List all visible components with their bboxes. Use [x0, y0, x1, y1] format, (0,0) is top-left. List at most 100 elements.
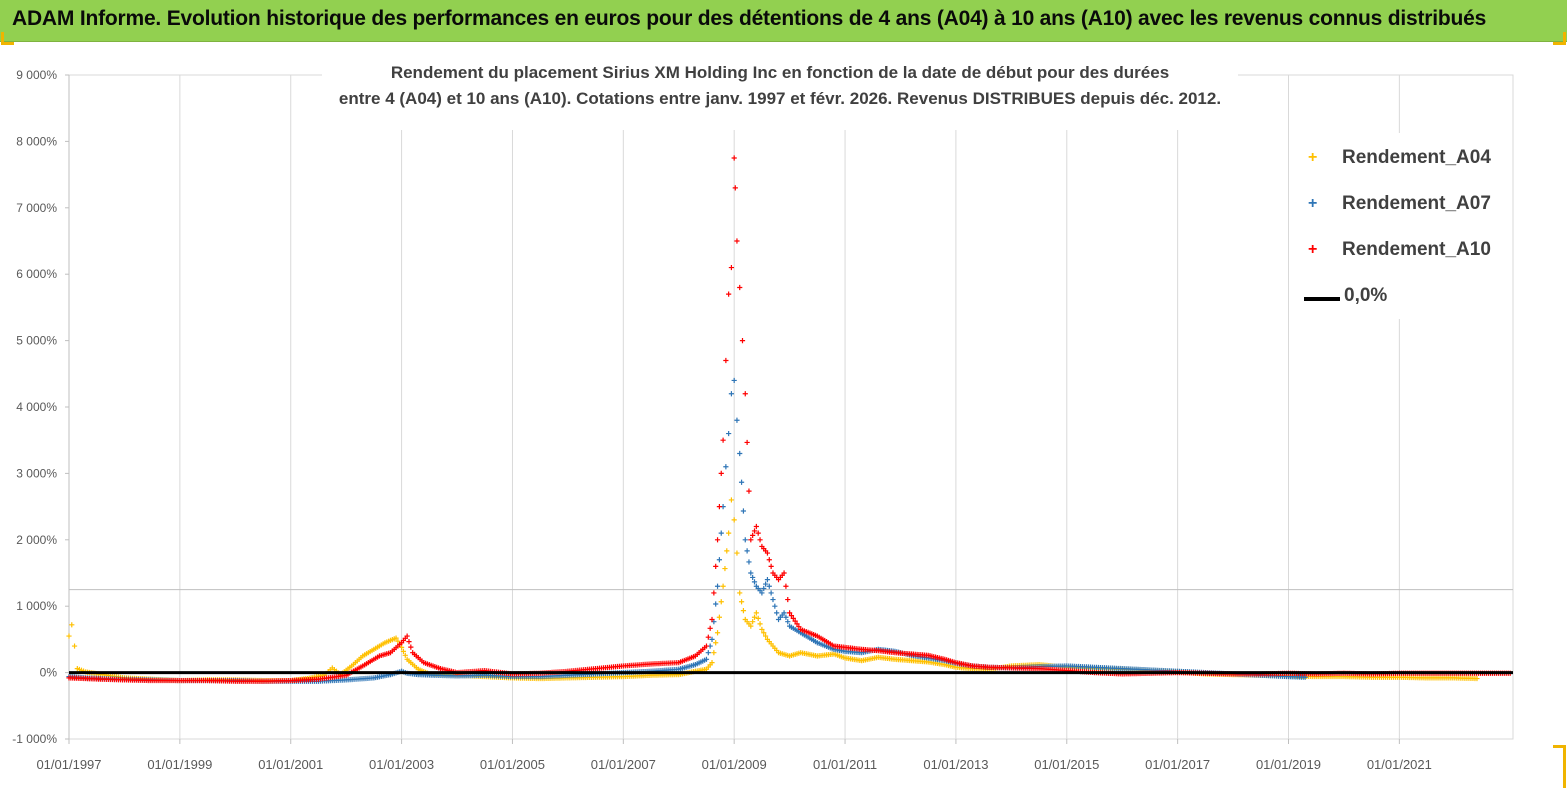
point-a07	[738, 479, 745, 485]
point-a04	[728, 497, 735, 503]
point-a10	[716, 504, 722, 510]
point-a04	[748, 623, 754, 629]
point-a10	[728, 264, 735, 271]
point-a04	[738, 599, 745, 605]
point-a04	[714, 630, 721, 636]
point-a04	[726, 530, 732, 536]
y-tick-label: 1 000%	[16, 599, 57, 613]
point-a07	[705, 650, 711, 656]
legend-item-a07: + Rendement_A07	[1290, 193, 1512, 221]
point-a10	[707, 625, 713, 631]
point-a04	[402, 652, 408, 658]
point-a10	[768, 563, 774, 569]
point-a10	[406, 639, 412, 645]
point-a04	[395, 638, 401, 644]
point-a04	[722, 565, 728, 572]
x-tick-label: 01/01/2007	[591, 757, 656, 772]
point-a10	[746, 488, 752, 494]
point-a10	[703, 643, 710, 649]
point-a10	[742, 391, 748, 397]
point-a07	[723, 464, 729, 470]
point-a04	[734, 550, 740, 556]
point-a10	[748, 537, 754, 543]
y-tick-label: 8 000%	[16, 134, 57, 148]
legend-label-a07: Rendement_A07	[1342, 193, 1491, 214]
legend-label-a04: Rendement_A04	[1342, 147, 1491, 168]
y-tick-label: -1 000%	[12, 732, 57, 746]
point-a04	[724, 548, 730, 554]
point-a07	[746, 559, 752, 565]
point-a10	[718, 470, 724, 476]
point-a04	[709, 660, 715, 666]
point-a10	[744, 439, 750, 446]
point-a10	[731, 155, 737, 161]
point-a10	[404, 633, 410, 639]
point-a10	[732, 185, 738, 191]
point-a07	[764, 577, 771, 583]
point-a10	[788, 613, 795, 619]
point-a04	[66, 633, 72, 639]
point-a10	[785, 596, 791, 603]
point-a04	[713, 640, 719, 646]
legend-line-zero	[1304, 297, 1340, 301]
point-a07	[716, 557, 722, 563]
point-a10	[790, 615, 796, 621]
point-a10	[764, 550, 771, 556]
series-a04	[66, 497, 1480, 684]
point-a04	[400, 648, 407, 654]
point-a10	[739, 338, 746, 344]
chart-title-line-1: Rendement du placement Sirius XM Holding…	[390, 63, 1170, 82]
point-a07	[748, 570, 754, 576]
point-a04	[731, 517, 737, 523]
point-a07	[785, 619, 791, 625]
point-a07	[703, 656, 710, 662]
point-a07	[742, 537, 748, 543]
point-a07	[770, 596, 776, 603]
point-a10	[755, 530, 761, 536]
point-a04	[761, 630, 767, 636]
point-a07	[768, 590, 774, 596]
y-tick-label: 9 000%	[16, 68, 57, 82]
point-a10	[757, 537, 763, 543]
point-a10	[726, 291, 732, 297]
point-a07	[766, 583, 772, 589]
point-a04	[750, 619, 756, 625]
y-tick-label: 5 000%	[16, 334, 57, 348]
point-a10	[408, 644, 414, 650]
legend-item-a04: + Rendement_A04	[1290, 147, 1512, 175]
x-tick-label: 01/01/1999	[147, 757, 212, 772]
point-a10	[750, 532, 756, 538]
point-a04	[711, 650, 717, 656]
chart-title-line-2: entre 4 (A04) et 10 ans (A10). Cotations…	[338, 89, 1222, 108]
legend-label-zero: 0,0%	[1344, 285, 1388, 306]
point-a10	[705, 634, 711, 640]
legend-item-a10: + Rendement_A10	[1290, 239, 1512, 267]
point-a07	[761, 585, 767, 592]
point-a04	[716, 614, 722, 620]
point-a10	[753, 523, 759, 530]
point-a04	[759, 626, 765, 633]
legend-marker-a04: +	[1308, 149, 1318, 166]
point-a10	[723, 357, 729, 364]
x-tick-label: 01/01/2001	[258, 757, 323, 772]
point-a07	[726, 430, 732, 437]
point-a10	[794, 621, 800, 627]
point-a10	[720, 437, 726, 443]
chart-legend: + Rendement_A04 + Rendement_A07 + Rendem…	[1290, 133, 1512, 319]
x-tick-label: 01/01/2019	[1256, 757, 1321, 772]
point-a04	[737, 590, 743, 596]
point-a07	[734, 417, 740, 423]
point-a04	[1474, 675, 1480, 682]
point-a07	[713, 601, 719, 607]
x-tick-label: 01/01/2021	[1367, 757, 1432, 772]
point-a10	[734, 238, 740, 244]
point-a07	[728, 391, 735, 397]
y-axis-ticks: -1 000% 0% 1 000% 2 000% 3 000% 4 000% 5 000% 6…	[12, 68, 69, 746]
chart-title-box: Rendement du placement Sirius XM Holding…	[322, 58, 1238, 130]
point-a10	[781, 570, 787, 576]
corner-marker-bottom-right	[1553, 745, 1566, 788]
point-a10	[792, 618, 798, 624]
point-a10	[711, 590, 717, 596]
point-a10	[713, 563, 719, 569]
